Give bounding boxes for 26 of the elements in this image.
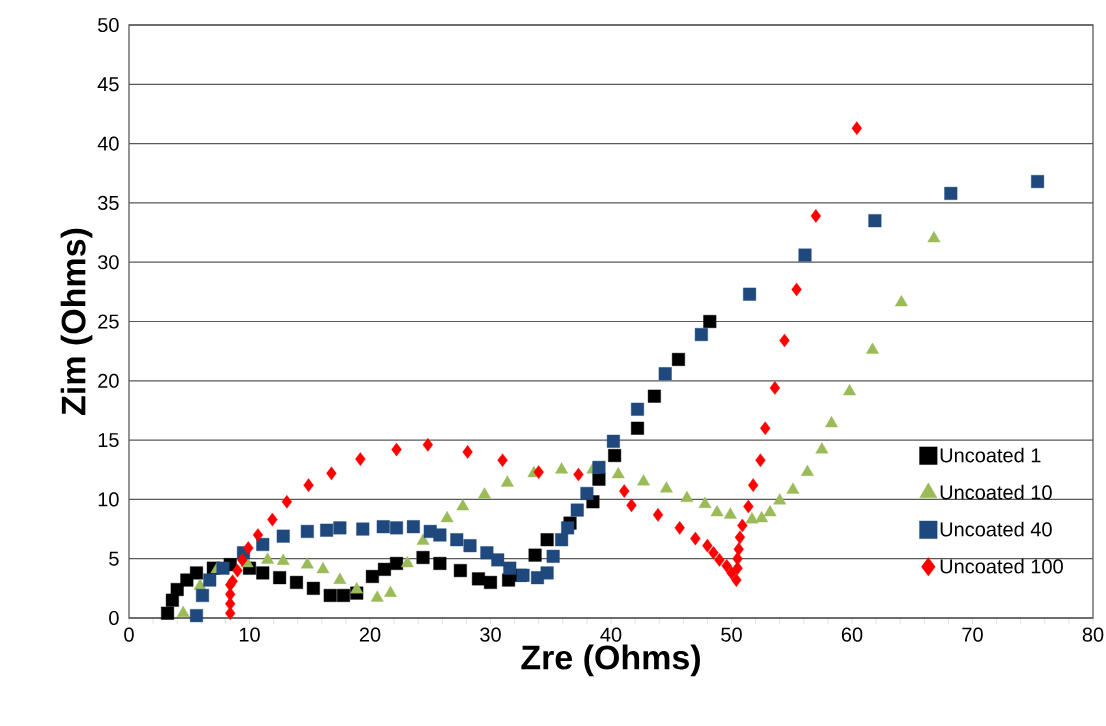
y-tick-label: 5 [109, 551, 119, 566]
x-tick-label: 70 [962, 627, 983, 642]
y-tick-label: 40 [97, 136, 119, 151]
x-tick-label: 60 [841, 627, 863, 642]
y-tick-label: 35 [97, 195, 119, 210]
x-tick-label: 30 [480, 627, 501, 642]
legend-label: Uncoated 100 [940, 558, 1063, 574]
y-tick-label: 20 [98, 373, 119, 388]
x-tick-label: 20 [359, 627, 381, 642]
x-tick-label: 50 [721, 627, 742, 642]
legend-label: Uncoated 10 [940, 484, 1052, 500]
x-tick-label: 0 [124, 627, 134, 642]
y-tick-label: 0 [109, 610, 119, 626]
x-axis-title: Zre (Ohms) [521, 644, 700, 677]
x-tick-label: 10 [239, 627, 260, 642]
legend-label: Uncoated 40 [940, 521, 1052, 537]
x-tick-label: 40 [600, 627, 622, 642]
y-tick-label: 45 [97, 77, 119, 92]
y-tick-label: 15 [98, 433, 119, 448]
y-tick-label: 30 [97, 255, 119, 270]
y-tick-label: 50 [98, 17, 119, 33]
y-tick-label: 10 [98, 492, 119, 507]
y-axis-title: Zim (Ohms) [60, 228, 93, 415]
legend-label: Uncoated 1 [940, 447, 1041, 463]
y-tick-label: 25 [98, 314, 119, 329]
x-tick-label: 80 [1082, 627, 1104, 642]
